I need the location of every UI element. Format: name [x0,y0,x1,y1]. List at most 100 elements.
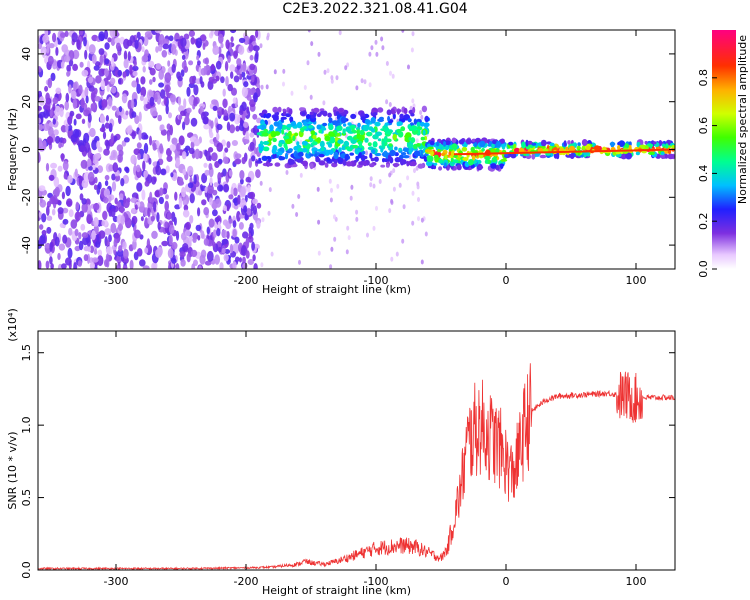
noise-speck [92,164,96,171]
noise-speck [38,211,43,218]
noise-speck [55,46,59,56]
noise-speck [290,90,294,96]
signal-speck [665,143,669,149]
noise-speck [97,255,104,267]
noise-speck [255,169,261,179]
noise-speck [222,156,229,164]
noise-speck [138,129,142,141]
signal-speck [425,149,433,153]
noise-speck [53,129,59,136]
noise-speck [106,84,110,92]
signal-speck [635,151,641,156]
noise-speck [309,94,313,100]
noise-speck [118,149,124,157]
signal-speck [285,138,292,145]
signal-speck [444,154,448,160]
noise-speck [193,174,197,185]
noise-speck [93,217,99,227]
noise-speck [75,201,80,211]
noise-speck [78,240,84,251]
signal-speck [537,147,544,153]
noise-speck [246,207,251,216]
noise-speck [241,86,248,98]
signal-speck [462,157,469,161]
noise-speck [226,121,231,131]
y-tick-label: 40 [20,47,33,61]
noise-speck [49,241,53,253]
noise-speck [75,113,82,120]
noise-speck [251,155,256,162]
signal-speck [302,121,308,127]
signal-speck [461,146,468,152]
signal-speck [309,153,315,157]
noise-speck [189,193,195,204]
noise-speck [160,124,165,131]
signal-speck [352,144,359,149]
noise-speck [243,81,249,88]
signal-speck [320,146,325,151]
noise-speck [38,152,41,163]
signal-speck [281,129,285,135]
signal-speck [359,129,365,135]
noise-speck [91,257,99,263]
noise-speck [217,172,222,182]
noise-speck [239,73,243,80]
signal-speck [377,107,384,113]
signal-speck [372,141,378,148]
signal-speck [272,106,279,113]
signal-speck [256,132,262,136]
signal-speck [380,147,384,153]
noise-speck [136,31,141,39]
noise-speck [195,37,203,49]
noise-speck [151,262,156,269]
noise-speck [260,84,264,90]
signal-speck [358,143,363,149]
signal-speck [623,143,630,149]
noise-speck [249,222,254,230]
noise-speck [80,159,88,169]
noise-speck [110,208,116,218]
snr-line [38,363,675,570]
noise-speck [203,207,210,216]
noise-speck [360,78,364,84]
signal-speck [652,141,657,145]
noise-speck [79,193,84,201]
noise-speck [241,71,246,78]
noise-speck [182,243,189,252]
noise-speck [392,168,396,174]
noise-speck [103,197,109,204]
colorbar-tick-label: 0.4 [697,165,710,183]
noise-speck [72,82,78,90]
noise-speck [236,210,241,222]
noise-speck [183,65,189,73]
noise-speck [252,45,260,52]
noise-speck [107,37,112,43]
noise-speck [117,223,124,232]
noise-speck [166,148,172,157]
noise-speck [132,65,139,71]
noise-speck [38,185,46,192]
noise-speck [186,253,191,263]
noise-speck [219,262,224,269]
noise-speck [124,137,130,143]
noise-speck [72,49,80,60]
signal-speck [628,141,632,146]
signal-speck [400,152,407,156]
signal-speck [280,116,287,120]
noise-speck [48,174,55,181]
noise-speck [411,220,415,226]
signal-speck [305,151,312,159]
signal-speck [423,122,430,127]
noise-speck [180,69,185,77]
signal-speck [258,112,264,116]
x-tick-label: 0 [503,274,510,287]
noise-speck [159,187,164,196]
noise-speck [88,165,93,171]
signal-speck [370,157,375,162]
signal-speck [458,139,465,145]
noise-speck [51,195,58,204]
noise-speck [78,175,82,187]
noise-speck [224,249,231,254]
noise-speck [149,135,152,146]
noise-speck [240,245,248,257]
